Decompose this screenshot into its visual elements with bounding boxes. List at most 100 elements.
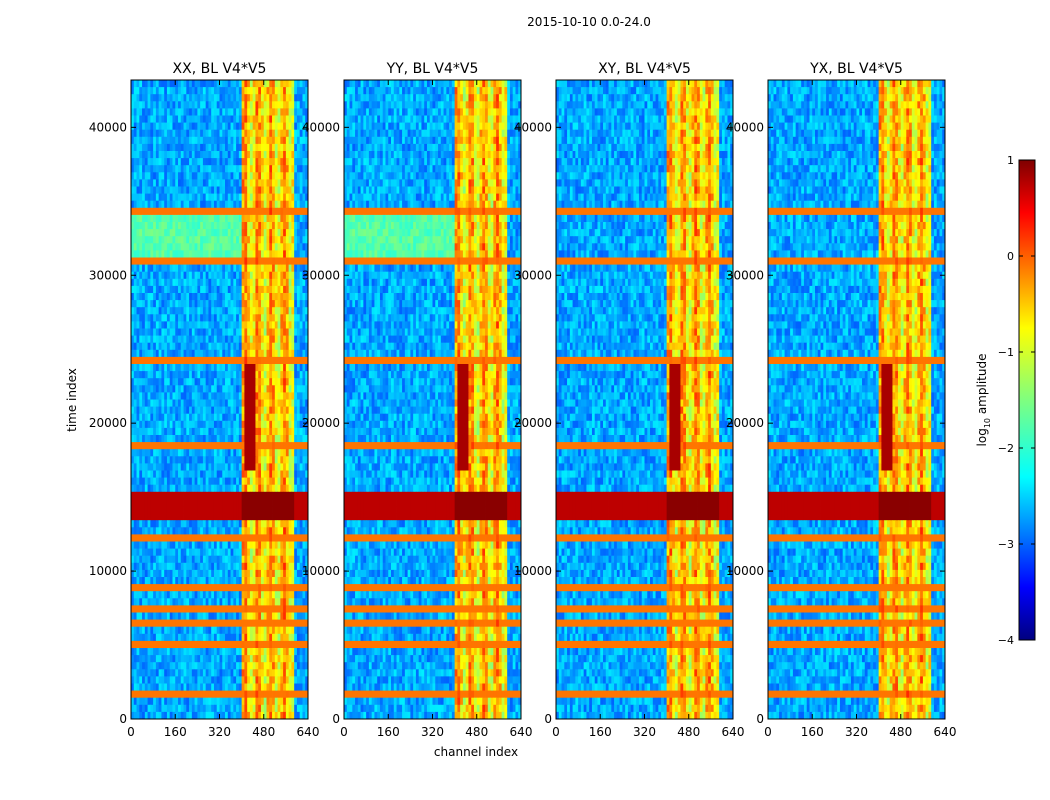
heatmap-cell: [164, 165, 167, 173]
heatmap-cell: [200, 108, 203, 116]
heatmap-cell: [159, 144, 162, 152]
heatmap-cell: [137, 215, 140, 223]
heatmap-cell: [134, 172, 137, 180]
heatmap-cell: [242, 116, 245, 124]
heatmap-cell: [208, 194, 211, 202]
heatmap-cell: [203, 101, 206, 109]
heatmap-cell: [186, 229, 189, 237]
heatmap-cell: [297, 144, 300, 152]
heatmap-cell: [291, 194, 294, 202]
heatmap-cell: [206, 187, 209, 195]
heatmap-cell: [283, 172, 286, 180]
heatmap-cell: [159, 108, 162, 116]
heatmap-cell: [269, 179, 272, 187]
heatmap-cell: [258, 215, 261, 223]
heatmap-cell: [186, 222, 189, 230]
heatmap-cell: [244, 144, 247, 152]
heatmap-cell: [300, 215, 303, 223]
heatmap-cell: [278, 201, 281, 209]
heatmap-cell: [134, 229, 137, 237]
heatmap-cell: [275, 116, 278, 124]
heatmap-cell: [291, 172, 294, 180]
heatmap-cell: [297, 130, 300, 138]
heatmap-cell: [181, 108, 184, 116]
heatmap-cell: [208, 208, 211, 216]
heatmap-cell: [159, 94, 162, 102]
heatmap-cell: [236, 179, 239, 187]
heatmap-cell: [203, 87, 206, 95]
heatmap-cell: [197, 201, 200, 209]
heatmap-cell: [150, 130, 153, 138]
heatmap-cell: [278, 208, 281, 216]
heatmap-cell: [192, 179, 195, 187]
heatmap-cell: [211, 187, 214, 195]
heatmap-cell: [145, 80, 148, 88]
heatmap-cell: [280, 116, 283, 124]
heatmap-cell: [244, 94, 247, 102]
heatmap-cell: [258, 201, 261, 209]
heatmap-cell: [278, 144, 281, 152]
heatmap-cell: [236, 158, 239, 166]
heatmap-cell: [297, 222, 300, 230]
heatmap-cell: [189, 222, 192, 230]
heatmap-cell: [225, 101, 228, 109]
heatmap-cell: [150, 201, 153, 209]
heatmap-cell: [242, 80, 245, 88]
heatmap-cell: [255, 222, 258, 230]
heatmap-cell: [172, 179, 175, 187]
heatmap-cell: [294, 201, 297, 209]
heatmap-cell: [150, 222, 153, 230]
heatmap-cell: [233, 179, 236, 187]
heatmap-cell: [139, 130, 142, 138]
heatmap-cell: [175, 222, 178, 230]
heatmap-cell: [291, 101, 294, 109]
heatmap-cell: [228, 165, 231, 173]
heatmap-cell: [203, 179, 206, 187]
heatmap-cell: [302, 194, 305, 202]
heatmap-cell: [148, 165, 151, 173]
heatmap-cell: [272, 137, 275, 145]
heatmap-cell: [264, 222, 267, 230]
heatmap-cell: [272, 222, 275, 230]
heatmap-cell: [192, 80, 195, 88]
heatmap-cell: [275, 151, 278, 159]
heatmap-cell: [269, 215, 272, 223]
heatmap-cell: [286, 87, 289, 95]
heatmap-cell: [195, 101, 198, 109]
heatmap-cell: [302, 208, 305, 216]
heatmap-cell: [291, 130, 294, 138]
heatmap-cell: [200, 222, 203, 230]
heatmap-cell: [214, 201, 217, 209]
heatmap-cell: [244, 101, 247, 109]
heatmap-cell: [142, 229, 145, 237]
heatmap-cell: [283, 208, 286, 216]
heatmap-cell: [145, 108, 148, 116]
heatmap-cell: [142, 101, 145, 109]
heatmap-cell: [255, 94, 258, 102]
heatmap-cell: [148, 108, 151, 116]
heatmap-cell: [208, 187, 211, 195]
heatmap-cell: [233, 87, 236, 95]
heatmap-cell: [189, 151, 192, 159]
heatmap-cell: [181, 187, 184, 195]
heatmap-cell: [275, 94, 278, 102]
heatmap-cell: [250, 208, 253, 216]
heatmap-cell: [275, 208, 278, 216]
heatmap-cell: [139, 187, 142, 195]
heatmap-cell: [217, 208, 220, 216]
heatmap-cell: [145, 187, 148, 195]
heatmap-cell: [289, 215, 292, 223]
heatmap-cell: [217, 229, 220, 237]
heatmap-cell: [289, 108, 292, 116]
heatmap-cell: [253, 151, 256, 159]
heatmap-cell: [242, 101, 245, 109]
heatmap-cell: [239, 222, 242, 230]
heatmap-cell: [195, 172, 198, 180]
heatmap-cell: [172, 137, 175, 145]
heatmap-cell: [184, 108, 187, 116]
heatmap-cell: [148, 94, 151, 102]
heatmap-cell: [291, 108, 294, 116]
heatmap-cell: [220, 179, 223, 187]
heatmap-cell: [275, 187, 278, 195]
heatmap-cell: [184, 229, 187, 237]
